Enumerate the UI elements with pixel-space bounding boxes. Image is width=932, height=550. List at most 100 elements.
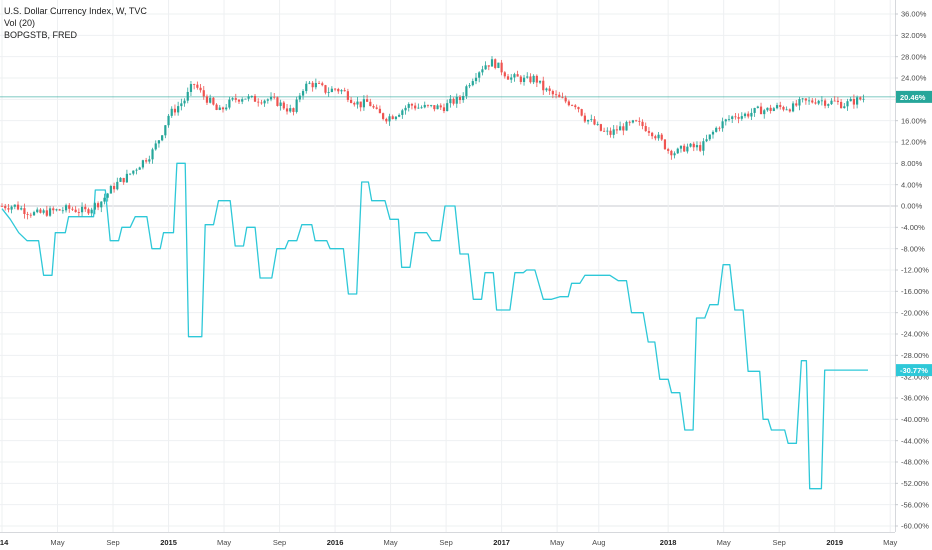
candle-body [769,107,772,111]
candle-body [250,95,253,97]
candle-body [737,117,740,119]
candle-body [116,181,119,190]
candle-body [218,107,221,110]
x-tick-label: 2015 [160,538,177,547]
y-tick-label: 12.00% [901,138,927,147]
candle-body [596,124,599,125]
candle-body [839,101,843,109]
y-tick-label: -28.00% [901,351,929,360]
candle-body [564,97,567,102]
candle-body [590,119,593,120]
legend-volume[interactable]: Vol (20) [4,18,36,28]
candle-body [593,119,596,125]
candle-body [32,212,36,216]
legend-dxy[interactable]: U.S. Dollar Currency Index, W, TVC [4,6,147,16]
y-tick-label: -32.00% [901,372,929,381]
candle-body [849,98,852,102]
y-tick-label: 36.00% [901,10,927,19]
candle-body [766,107,769,111]
candle-body [279,102,282,106]
y-tick-label: -48.00% [901,458,929,467]
candle-body [423,104,426,108]
candle-body [859,97,862,100]
candle-body [273,96,276,98]
candle-body [683,145,686,152]
candle-body [641,121,644,127]
candle-body [635,120,638,122]
candle-body [433,105,436,110]
candle-body [295,99,298,112]
candle-body [39,209,42,213]
chart-legend: U.S. Dollar Currency Index, W, TVC Vol (… [4,5,147,41]
candle-body [164,125,167,136]
candle-body [708,134,711,140]
y-tick-label: -4.00% [901,223,925,232]
x-tick-label: 2016 [327,538,344,547]
candle-body [455,96,458,104]
x-axis: 014 May Sep 2015 May Sep 2016 May Sep 2017 May Aug 2… [0,532,898,547]
candle-body [141,160,145,168]
candle-body [16,204,20,210]
legend-bopgstb[interactable]: BOPGSTB, FRED [4,30,78,40]
x-tick-label: May [383,538,397,547]
candle-body [625,121,628,131]
candle-body [269,96,273,100]
candle-body [478,72,481,78]
candle-body [228,99,231,108]
bopgstb-line [1,162,868,490]
candle-body [247,96,250,99]
candle-body [93,203,96,210]
candle-body [820,100,823,102]
candle-body [183,100,186,104]
candle-body [631,120,635,123]
candle-body [64,205,68,211]
y-tick-label: -8.00% [901,244,925,253]
candle-body [398,114,401,117]
candle-body [154,143,157,150]
candle-body [570,105,574,107]
candle-body [84,206,87,210]
candle-body [711,131,715,135]
y-tick-label: 24.00% [901,74,927,83]
candle-body [112,186,116,190]
y-tick-label: 32.00% [901,31,927,40]
candle-body [807,100,811,102]
candle-body [215,104,218,110]
candle-body [151,149,154,160]
candle-body [145,160,148,162]
candle-body [324,85,327,93]
candle-body [417,107,420,109]
x-tick-label: Sep [106,538,119,547]
candle-body [327,92,330,93]
candle-body [705,139,708,142]
candle-body [257,101,260,103]
candle-body [817,100,820,104]
candle-body [686,146,689,152]
candle-body [132,170,135,174]
candle-body [122,177,125,183]
x-tick-label: 2017 [493,538,510,547]
candle-body [545,88,548,91]
candle-body [561,97,564,99]
candle-body [100,201,103,208]
candle-body [638,121,641,122]
candle-body [407,104,410,108]
candle-body [298,95,301,100]
candle-body [558,94,561,98]
candle-body [385,118,388,122]
candle-body [366,99,369,102]
candle-body [554,94,558,96]
candle-body [804,98,807,101]
candle-body [689,143,692,147]
x-tick-label: May [217,538,231,547]
candle-body [500,62,503,73]
candle-body [756,106,759,108]
candle-body [606,130,609,132]
x-tick-label: Sep [773,538,786,547]
y-tick-label: -12.00% [901,266,929,275]
candle-body [308,82,311,84]
candle-body [772,108,775,111]
last-value-tags: 20.46% -30.77% [896,90,932,377]
candle-body [503,72,506,77]
